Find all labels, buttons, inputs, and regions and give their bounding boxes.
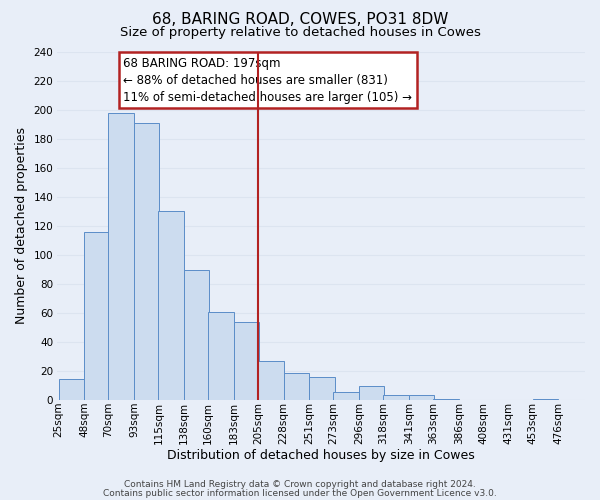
Bar [284, 373, 309, 400]
X-axis label: Distribution of detached houses by size in Cowes: Distribution of detached houses by size … [167, 450, 475, 462]
Bar [233, 322, 259, 400]
Y-axis label: Number of detached properties: Number of detached properties [15, 128, 28, 324]
Bar [134, 122, 160, 400]
Bar [109, 112, 134, 401]
Text: 68 BARING ROAD: 197sqm
← 88% of detached houses are smaller (831)
11% of semi-de: 68 BARING ROAD: 197sqm ← 88% of detached… [124, 56, 412, 104]
Bar [59, 378, 84, 400]
Bar [533, 399, 559, 400]
Bar [433, 399, 458, 400]
Text: Contains public sector information licensed under the Open Government Licence v3: Contains public sector information licen… [103, 488, 497, 498]
Bar [258, 361, 284, 401]
Bar [334, 392, 359, 400]
Bar [208, 312, 233, 400]
Text: Size of property relative to detached houses in Cowes: Size of property relative to detached ho… [119, 26, 481, 39]
Text: 68, BARING ROAD, COWES, PO31 8DW: 68, BARING ROAD, COWES, PO31 8DW [152, 12, 448, 28]
Text: Contains HM Land Registry data © Crown copyright and database right 2024.: Contains HM Land Registry data © Crown c… [124, 480, 476, 489]
Bar [84, 232, 110, 400]
Bar [383, 394, 409, 400]
Bar [359, 386, 385, 400]
Bar [184, 270, 209, 400]
Bar [158, 212, 184, 400]
Bar [409, 394, 434, 400]
Bar [309, 377, 335, 400]
